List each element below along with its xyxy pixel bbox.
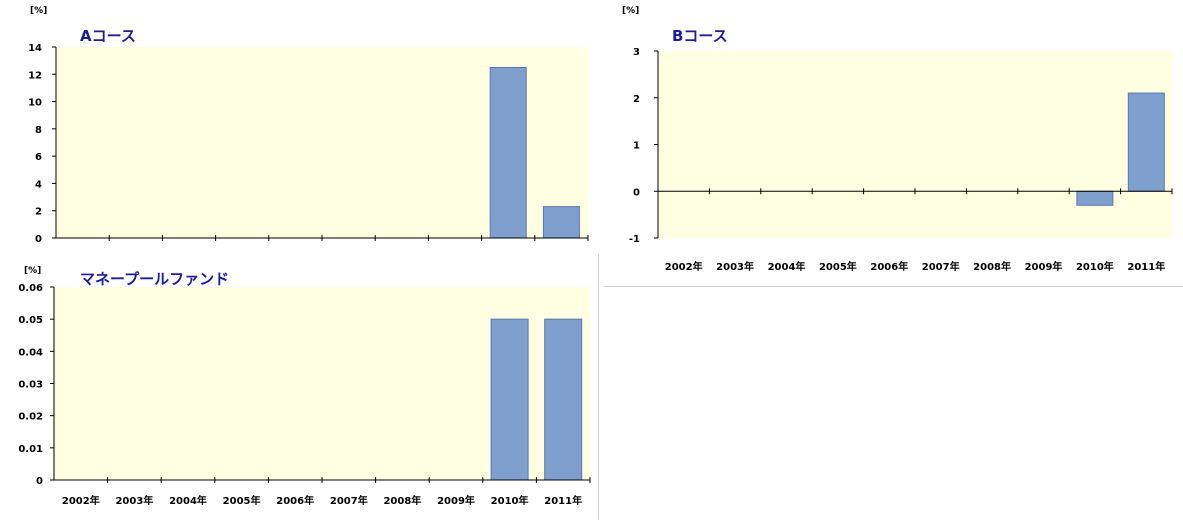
chart-m-bar-2011年 <box>544 318 583 481</box>
chart-b-title: Bコース <box>672 27 728 45</box>
chart-m-y-tick-label: 0.01 <box>18 444 43 455</box>
chart-m-category-label: 2004年 <box>169 494 207 507</box>
chart-b-category-label: 2004年 <box>768 260 806 273</box>
chart-m-y-tick-label: 0.03 <box>18 380 43 391</box>
chart-b-y-tick-label: -1 <box>629 234 640 245</box>
chart-b-course-svg: [%] Bコース -1 0 1 2 3 2002年 2003年 2004年 2005年 2006年… <box>622 6 1173 273</box>
chart-m-category-label: 2011年 <box>544 494 582 507</box>
chart-a-y-tick-label: 0 <box>35 234 42 245</box>
chart-b-category-label: 2006年 <box>870 260 908 273</box>
chart-a-y-tick-label: 10 <box>28 98 42 109</box>
chart-m-category-label: 2009年 <box>437 494 475 507</box>
chart-a-y-tick-label: 14 <box>28 43 42 54</box>
chart-m-category-label: 2010年 <box>491 494 529 507</box>
chart-a-y-tick-label: 6 <box>35 152 42 163</box>
chart-panel-b-course: [%] Bコース -1 0 1 2 3 2002年 2003年 2004年 2005年 2006年… <box>604 0 1183 287</box>
chart-a-bar-2010年 <box>489 66 527 239</box>
chart-a-unit-label: [%] <box>30 6 47 16</box>
chart-a-y-tick-label: 8 <box>35 125 42 136</box>
chart-m-category-label: 2005年 <box>223 494 261 507</box>
chart-m-y-tick-label: 0.05 <box>18 315 43 326</box>
chart-b-y-tick-label: 0 <box>633 187 640 198</box>
chart-b-category-label: 2002年 <box>665 260 703 273</box>
chart-m-y-tick-label: 0.04 <box>18 347 43 358</box>
chart-b-category-label: 2011年 <box>1127 260 1165 273</box>
chart-b-y-tick-label: 2 <box>633 94 640 105</box>
chart-b-bar-2011年 <box>1127 92 1165 192</box>
chart-a-y-tick-label: 12 <box>28 70 42 81</box>
chart-b-unit-label: [%] <box>622 6 639 16</box>
chart-m-category-label: 2003年 <box>115 494 153 507</box>
chart-m-title: マネープールファンド <box>80 270 229 288</box>
chart-m-category-label: 2002年 <box>62 494 100 507</box>
chart-b-category-label: 2009年 <box>1025 260 1063 273</box>
chart-b-category-label: 2010年 <box>1076 260 1114 273</box>
chart-a-title: Aコース <box>80 27 136 45</box>
chart-m-category-label: 2008年 <box>383 494 421 507</box>
chart-panel-a-course: [%] Aコース 0 2 4 6 8 10 12 14 <box>0 0 598 250</box>
chart-b-y-tick-label: 3 <box>633 47 640 58</box>
chart-b-bar-2010年 <box>1076 190 1114 206</box>
chart-m-bar-2010年 <box>490 318 529 481</box>
chart-b-category-label: 2007年 <box>922 260 960 273</box>
chart-a-y-tick-label: 2 <box>35 207 42 218</box>
chart-m-category-label: 2006年 <box>276 494 314 507</box>
chart-b-category-label: 2005年 <box>819 260 857 273</box>
chart-m-y-tick-label: 0.02 <box>18 412 43 423</box>
chart-m-category-label: 2007年 <box>330 494 368 507</box>
chart-m-y-tick-label: 0.06 <box>18 283 43 294</box>
chart-b-plot-area <box>658 51 1172 238</box>
chart-a-bar-2011年 <box>542 206 580 239</box>
chart-m-unit-label: [%] <box>24 266 41 276</box>
chart-b-y-tick-label: 1 <box>633 141 640 152</box>
chart-money-pool-fund-svg: [%] マネープールファンド 0 0.01 0.02 0.03 0.04 0.05 0.06… <box>18 266 591 507</box>
chart-a-y-tick-label: 4 <box>35 179 42 190</box>
chart-m-y-tick-label: 0 <box>36 476 43 487</box>
chart-a-course-svg: [%] Aコース 0 2 4 6 8 10 12 14 <box>28 6 589 245</box>
chart-b-category-label: 2003年 <box>716 260 754 273</box>
chart-panel-money-pool-fund: [%] マネープールファンド 0 0.01 0.02 0.03 0.04 0.05 0.06… <box>0 254 599 520</box>
chart-b-category-label: 2008年 <box>973 260 1011 273</box>
